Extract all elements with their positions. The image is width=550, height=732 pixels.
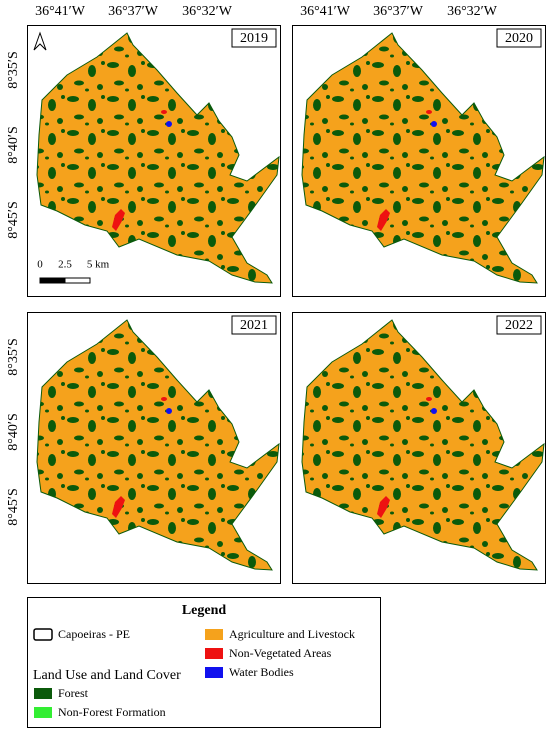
year-label: 2019: [240, 31, 268, 46]
non-vegetated: [161, 397, 167, 401]
legend-label: Non-Forest Formation: [58, 705, 166, 719]
legend-swatch: [205, 667, 223, 678]
longitude-label: 36°32′W: [182, 4, 233, 19]
legend-swatch: [34, 707, 52, 718]
non-vegetated: [112, 496, 125, 518]
latitude-label: 8°40′S: [6, 126, 21, 163]
legend-label: Capoeiras - PE: [58, 627, 130, 641]
year-box: [496, 315, 542, 335]
water-body: [166, 121, 172, 127]
longitude-label: 36°41′W: [35, 4, 86, 19]
longitude-label: 36°32′W: [447, 4, 498, 19]
scale-segment: [40, 278, 65, 283]
year-label: 2020: [505, 31, 533, 46]
legend-label: Water Bodies: [229, 665, 294, 679]
scale-label: 5 km: [87, 259, 110, 271]
year-box: [231, 315, 277, 335]
latitude-label: 8°40′S: [6, 413, 21, 450]
non-vegetated: [112, 209, 125, 231]
non-vegetated: [161, 110, 167, 114]
legend-swatch: [205, 648, 223, 659]
longitude-label: 36°37′W: [108, 4, 159, 19]
year-box: [496, 28, 542, 48]
year-label: 2022: [505, 318, 533, 333]
non-vegetated: [426, 397, 432, 401]
latitude-label: 8°35′S: [6, 338, 21, 375]
legend: Legend Capoeiras - PE Land Use and Land …: [27, 597, 381, 728]
map-panel: 2020: [292, 25, 546, 297]
legend-label: Forest: [58, 686, 89, 700]
scale-outline: [39, 277, 91, 284]
legend-title: Legend: [182, 603, 227, 618]
scale-bar: 0 2.5 5 km: [37, 259, 110, 284]
water-body: [431, 121, 437, 127]
non-vegetated: [377, 496, 390, 518]
year-box: [231, 28, 277, 48]
non-vegetated: [377, 209, 390, 231]
water-body: [166, 408, 172, 414]
longitude-label: 36°41′W: [300, 4, 351, 19]
map-panel: 2019: [27, 25, 281, 297]
scale-segment: [64, 277, 91, 284]
water-body: [431, 408, 437, 414]
year-label: 2021: [240, 318, 268, 333]
legend-swatch: [34, 688, 52, 699]
legend-swatch: [205, 629, 223, 640]
legend-label: Agriculture and Livestock: [229, 627, 355, 641]
legend-section: Land Use and Land Cover: [33, 668, 181, 683]
north-arrow: [33, 31, 47, 51]
scale-label: 2.5: [58, 259, 72, 271]
latitude-label: 8°45′S: [6, 488, 21, 525]
longitude-label: 36°37′W: [373, 4, 424, 19]
non-vegetated: [426, 110, 432, 114]
legend-label: Non-Vegetated Areas: [229, 646, 332, 660]
latitude-label: 8°45′S: [6, 201, 21, 238]
map-panel: 2022: [292, 312, 546, 584]
map-panel: 2021: [27, 312, 281, 584]
scale-label: 0: [37, 259, 43, 271]
latitude-label: 8°35′S: [6, 51, 21, 88]
